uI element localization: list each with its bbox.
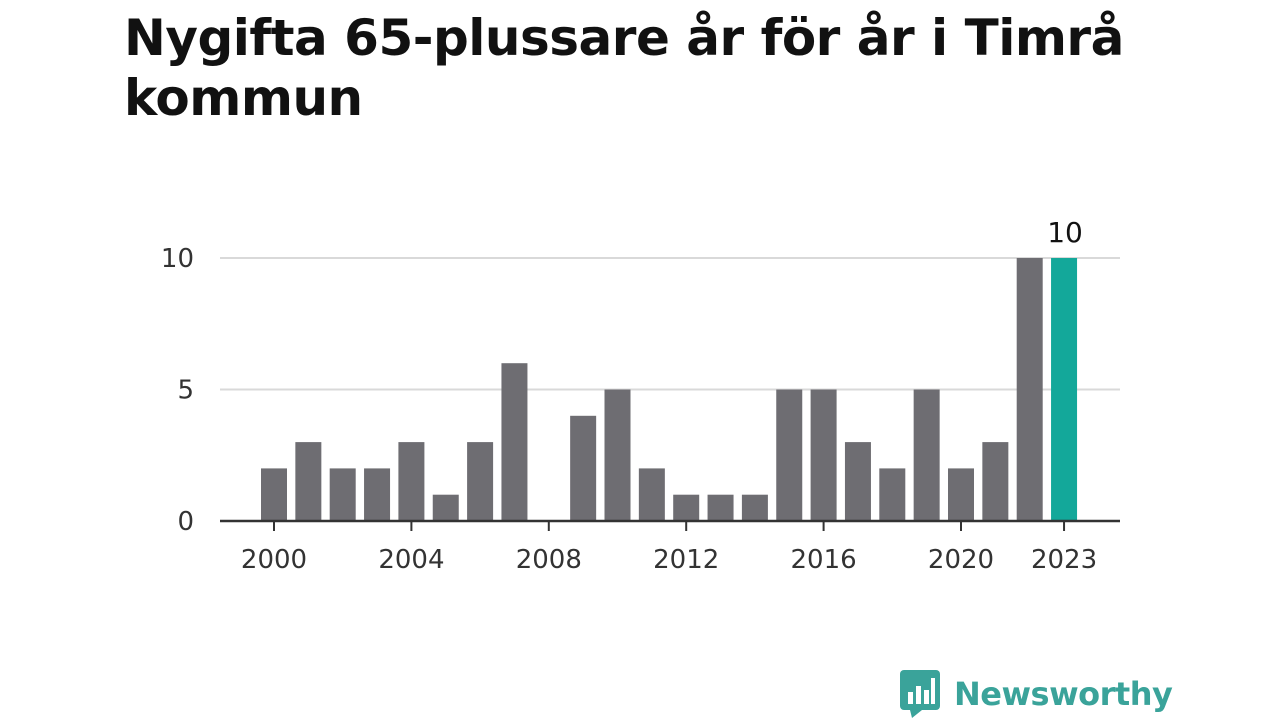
y-tick-label-10: 10 [161,244,194,274]
bar-2022 [1016,258,1043,521]
y-tick-label-0: 0 [177,507,194,537]
x-tick-label-2004: 2004 [378,545,444,575]
x-tick-label-2020: 2020 [928,545,994,575]
bar-2005 [432,494,459,521]
bar-2010 [604,389,631,521]
bar-2009 [570,415,597,521]
bar-2014 [741,494,768,521]
x-tick-label-2008: 2008 [516,545,582,575]
gridlines [220,257,1120,391]
bar-2023 [1051,258,1078,521]
bar-2004 [398,442,425,521]
newsworthy-logo-icon [900,670,940,718]
bar-2018 [879,468,906,521]
x-tick-label-2000: 2000 [241,545,307,575]
bar-2007 [501,363,528,521]
bar-chart: 0 5 10 2000 2004 2008 2012 2016 2020 2023 10 [161,216,1120,575]
bar-2017 [844,442,871,521]
y-tick-label-5: 5 [177,376,194,406]
bar-2012 [673,494,700,521]
axes [220,519,1120,531]
x-tick-label-2023: 2023 [1031,545,1097,575]
bar-2000 [261,468,287,521]
bar-2016 [810,389,837,521]
bar-2011 [638,468,665,521]
value-label-2023: 10 [1047,216,1083,249]
bar-2003 [364,468,391,521]
bar-2006 [467,442,494,521]
chart-title: Nygifta 65-plussare år för år i Timrå ko… [124,9,1124,127]
x-tick-label-2016: 2016 [791,545,857,575]
newsworthy-logo[interactable]: Newsworthy [900,668,1173,720]
bar-2019 [913,389,940,521]
bar-2020 [948,468,974,521]
labels: 0 5 10 2000 2004 2008 2012 2016 2020 2023 10 [161,216,1097,575]
newsworthy-logo-text: Newsworthy [954,675,1173,713]
bar-2015 [776,389,803,521]
bar-2021 [982,442,1009,521]
bar-2013 [707,494,734,521]
bars [261,258,1078,521]
bar-2001 [295,442,322,521]
bar-2002 [329,468,356,521]
x-tick-label-2012: 2012 [653,545,719,575]
